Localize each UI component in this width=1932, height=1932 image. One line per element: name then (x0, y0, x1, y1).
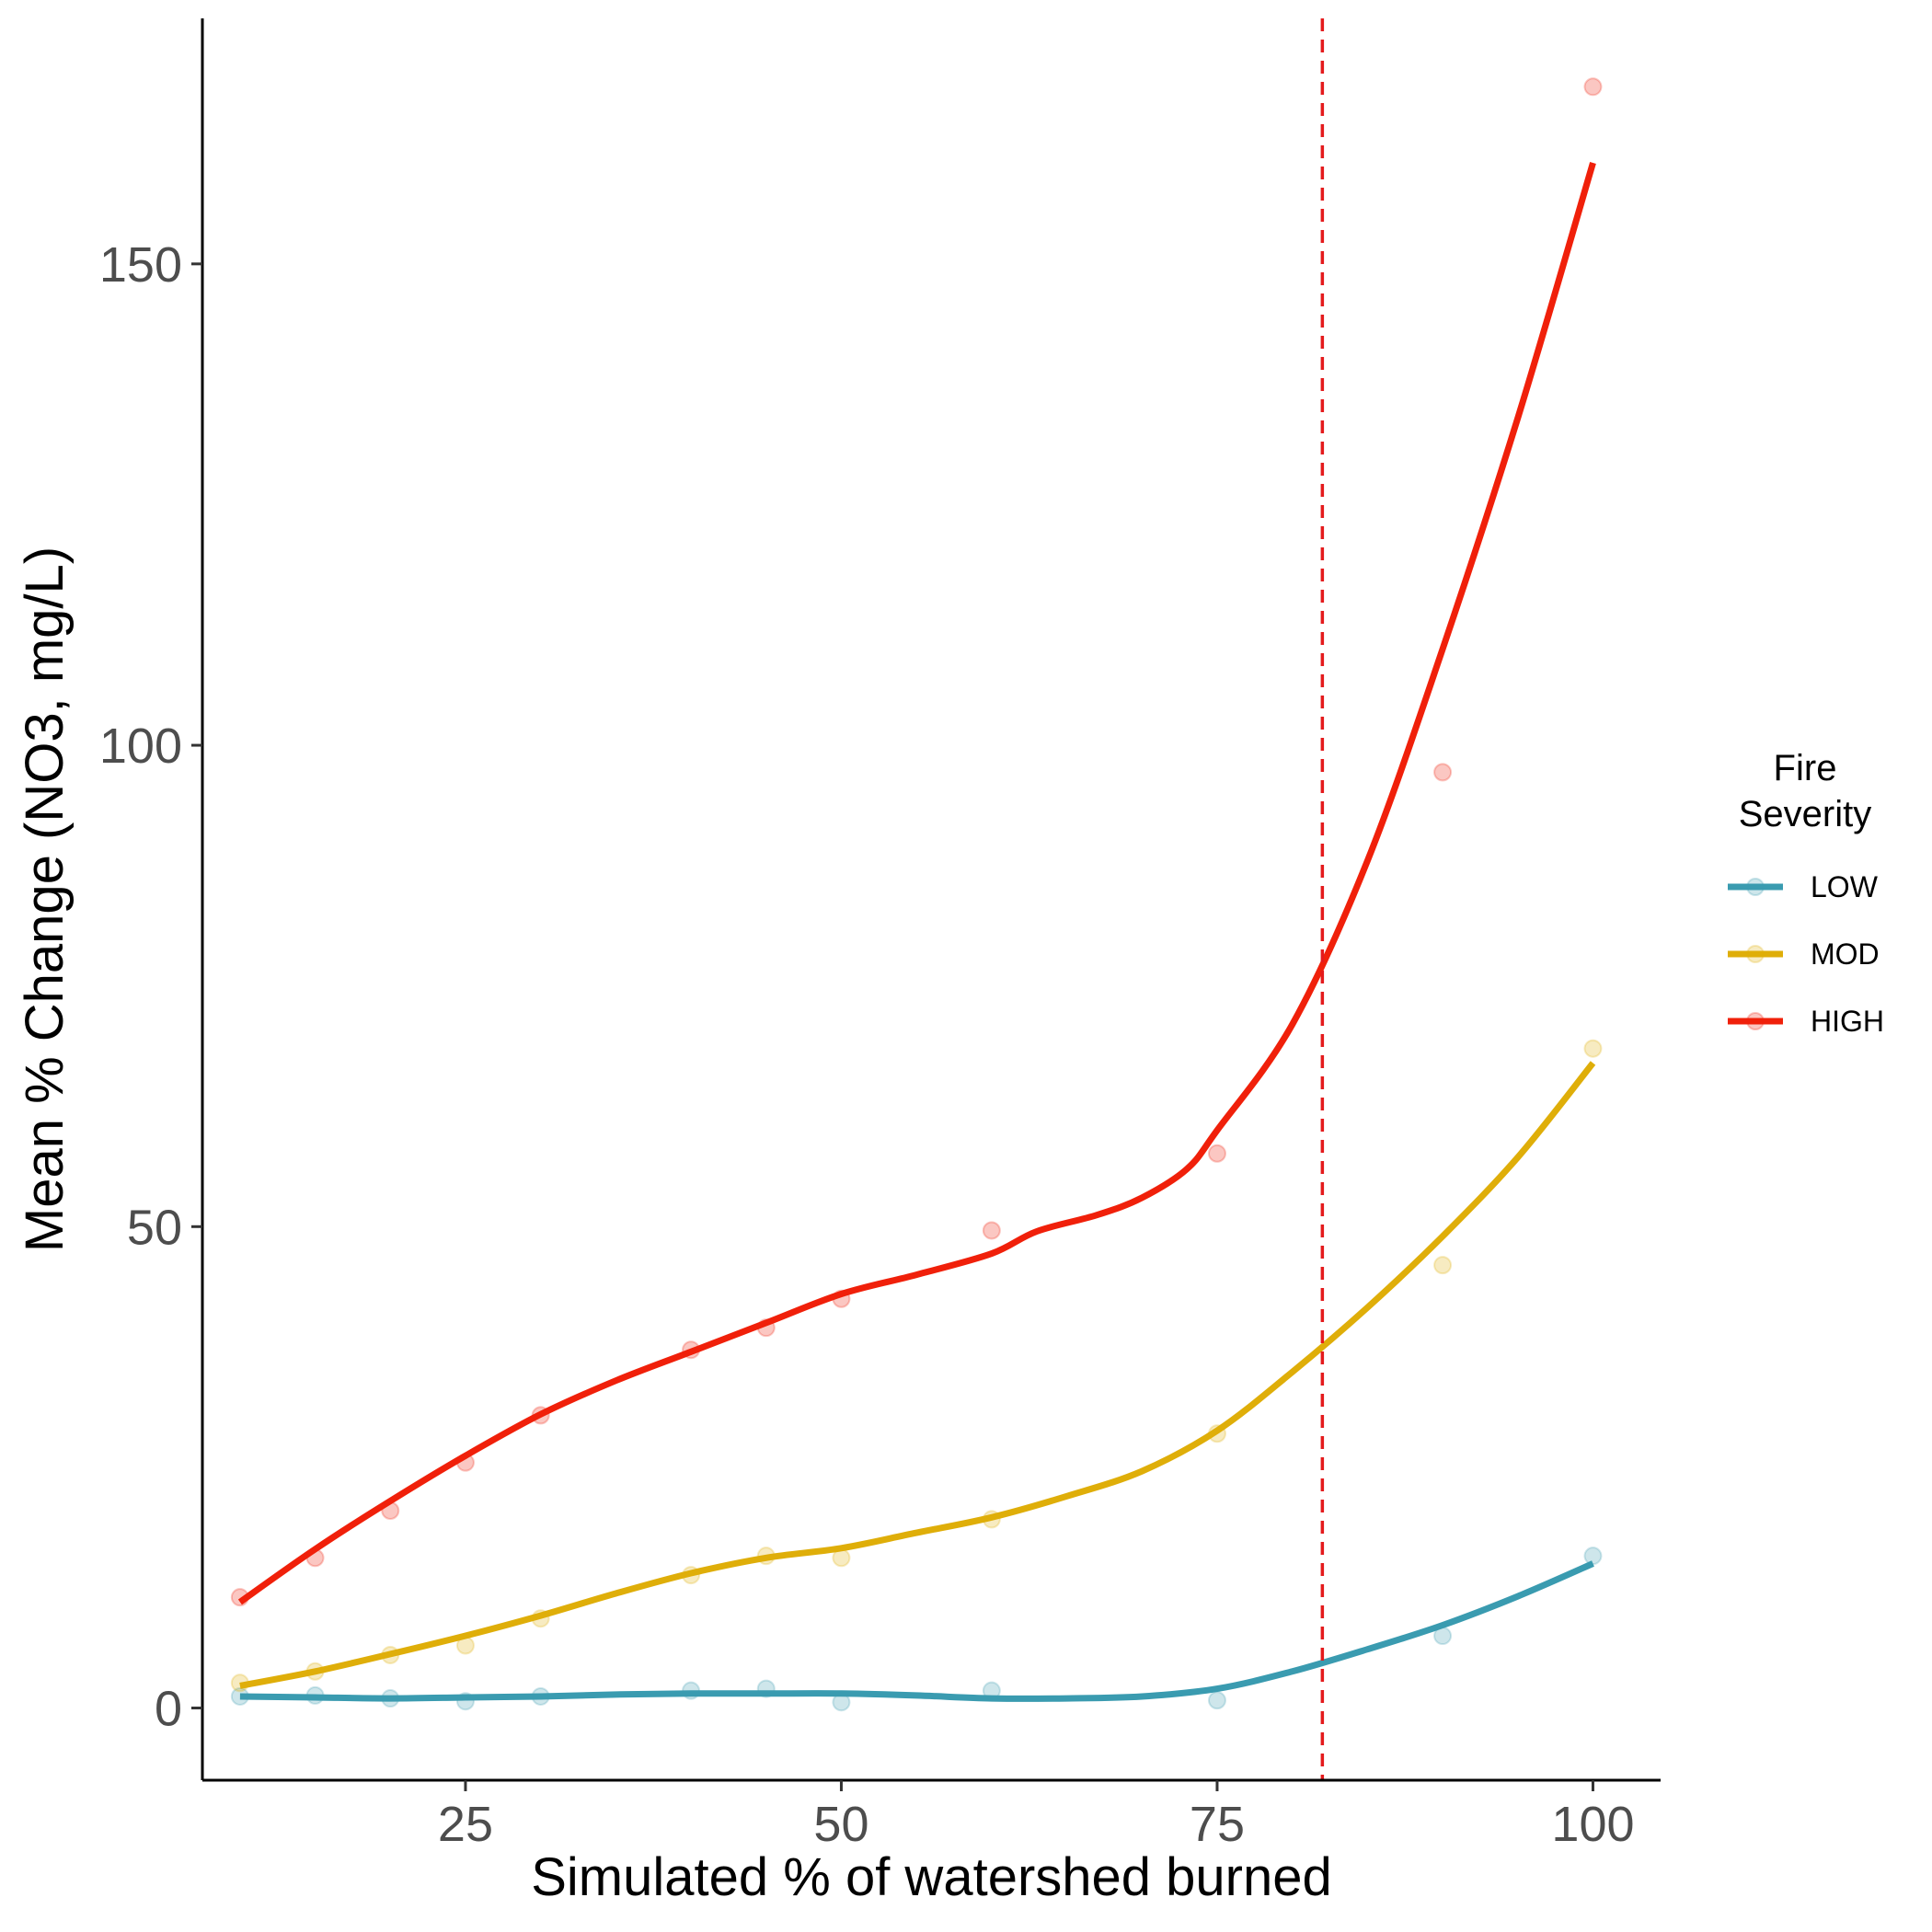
data-point-high (1433, 763, 1453, 782)
x-axis-title: Simulated % of watershed burned (531, 1847, 1332, 1907)
data-point-low (1583, 1547, 1603, 1566)
x-tick-label: 25 (438, 1797, 493, 1852)
series-line-mod (239, 1061, 1596, 1689)
series-line-high (237, 162, 1596, 1605)
smooth-lines (237, 162, 1596, 1702)
data-point-low (1207, 1691, 1226, 1710)
legend-key-point (1746, 945, 1765, 963)
legend-label: LOW (1811, 870, 1879, 903)
data-point-high (1583, 77, 1603, 97)
y-tick-label: 50 (127, 1200, 182, 1255)
y-tick-label: 150 (99, 237, 182, 293)
data-point-high (1207, 1144, 1226, 1163)
y-axis-title: Mean % Change (NO3, mg/L) (15, 546, 75, 1252)
data-points (230, 77, 1603, 1712)
legend-label: HIGH (1811, 1005, 1884, 1038)
data-point-mod (1583, 1039, 1603, 1058)
x-tick-label: 75 (1190, 1797, 1245, 1852)
legend-title: Fire (1774, 748, 1837, 788)
ticks: 25 50 75 100 0 50 100 150 (99, 237, 1635, 1852)
data-point-high (982, 1221, 1001, 1240)
legend-label: MOD (1811, 937, 1880, 971)
series-line-low (239, 1560, 1594, 1702)
legend-item-low: LOW (1728, 870, 1879, 903)
legend-item-mod: MOD (1728, 937, 1880, 971)
axes (201, 18, 1661, 1782)
x-tick-label: 50 (813, 1797, 868, 1852)
legend-key-point (1746, 878, 1765, 896)
y-tick-label: 100 (99, 719, 182, 774)
legend-title: Severity (1739, 794, 1872, 834)
legend-key-point (1746, 1012, 1765, 1030)
data-point-mod (1433, 1256, 1453, 1275)
legend-item-high: HIGH (1728, 1005, 1884, 1038)
y-tick-label: 0 (155, 1682, 182, 1737)
legend: Fire Severity LOW MOD HIGH (1728, 748, 1884, 1038)
x-tick-label: 100 (1551, 1797, 1634, 1852)
